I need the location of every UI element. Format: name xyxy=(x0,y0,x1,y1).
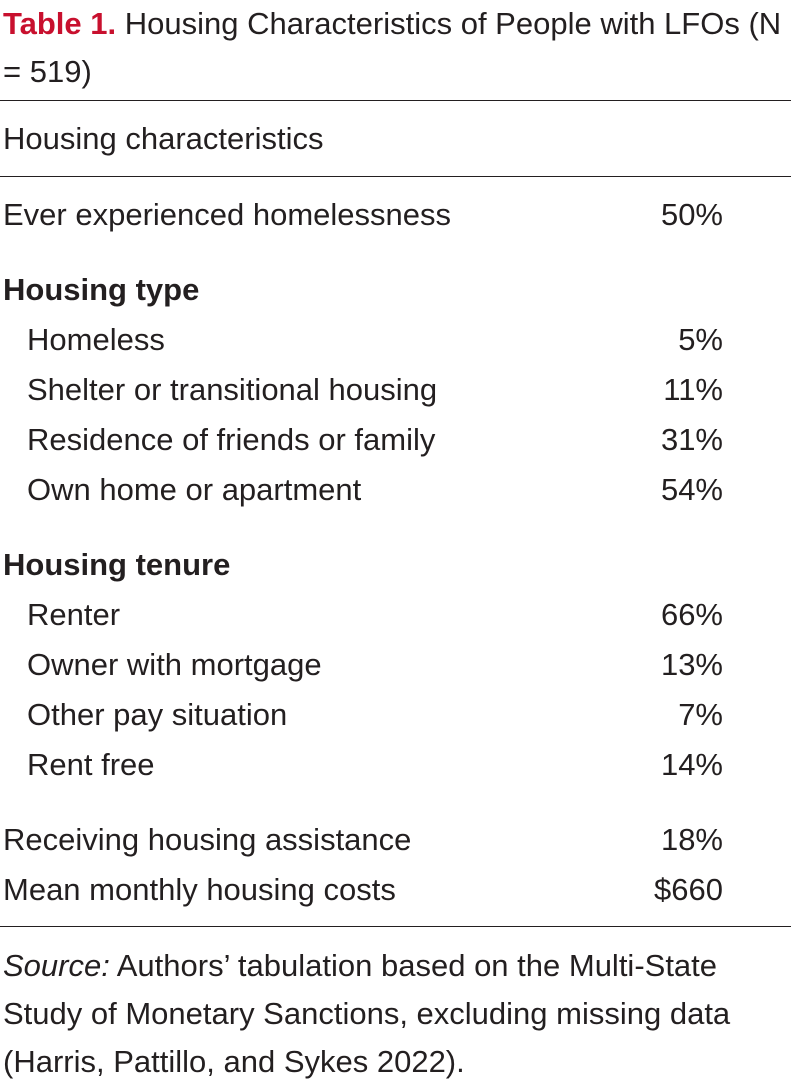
row-value: 14% xyxy=(660,747,723,782)
row-label: Rent free xyxy=(27,747,155,782)
row-value: 54% xyxy=(660,472,723,507)
section-heading-label: Housing tenure xyxy=(3,547,231,582)
table-row: Rent free 14% xyxy=(3,743,723,787)
row-label: Homeless xyxy=(27,322,165,357)
row-value: $660 xyxy=(654,872,723,907)
table-row: Own home or apartment 54% xyxy=(3,468,723,512)
table-row: Ever experienced homelessness 50% xyxy=(3,193,723,237)
table-title-label: Table 1. xyxy=(3,6,117,41)
table-row: Homeless 5% xyxy=(3,318,723,362)
table-row: Other pay situation 7% xyxy=(3,693,723,737)
row-label: Owner with mortgage xyxy=(27,647,322,682)
table-row: Shelter or transitional housing 11% xyxy=(3,368,723,412)
row-value: 13% xyxy=(660,647,723,682)
row-value: 31% xyxy=(660,422,723,457)
row-label: Renter xyxy=(27,597,121,632)
row-value: 5% xyxy=(678,322,723,357)
row-label: Shelter or transitional housing xyxy=(27,372,438,407)
column-header: Housing characteristics xyxy=(3,121,324,156)
table-row: Receiving housing assistance 18% xyxy=(3,818,723,862)
section-heading-label: Housing type xyxy=(3,272,200,307)
table-title: Table 1. Housing Characteristics of Peop… xyxy=(3,0,783,96)
row-label: Residence of friends or family xyxy=(27,422,436,457)
row-value: 18% xyxy=(660,822,723,857)
row-label: Ever experienced homelessness xyxy=(3,197,452,232)
row-label: Mean monthly housing costs xyxy=(3,872,396,907)
row-value: 11% xyxy=(663,372,723,407)
table-row: Residence of friends or family 31% xyxy=(3,418,723,462)
source-text: Authors’ tabulation based on the Multi-S… xyxy=(3,948,731,1079)
section-heading: Housing type xyxy=(3,268,723,312)
row-value: 66% xyxy=(660,597,723,632)
table-row: Owner with mortgage 13% xyxy=(3,643,723,687)
row-value: 50% xyxy=(660,197,723,232)
source-label: Source: xyxy=(3,948,110,983)
table-row: Renter 66% xyxy=(3,593,723,637)
row-label: Own home or apartment xyxy=(27,472,362,507)
table-row: Mean monthly housing costs $660 xyxy=(3,868,723,912)
header-rule xyxy=(0,176,791,177)
table-title-text: Housing Characteristics of People with L… xyxy=(3,6,782,89)
top-rule xyxy=(0,100,791,101)
section-heading: Housing tenure xyxy=(3,543,723,587)
bottom-rule xyxy=(0,926,791,927)
row-label: Other pay situation xyxy=(27,697,288,732)
source-note: Source: Authors’ tabulation based on the… xyxy=(3,942,783,1086)
row-value: 7% xyxy=(678,697,723,732)
row-label: Receiving housing assistance xyxy=(3,822,412,857)
